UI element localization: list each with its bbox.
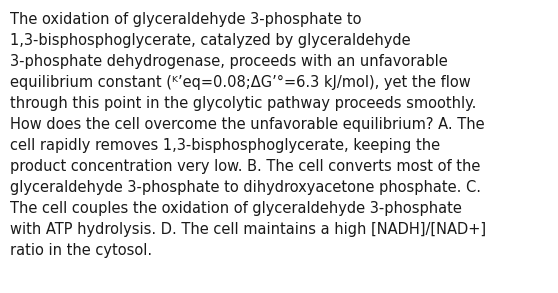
Text: 1,3-bisphosphoglycerate, catalyzed by glyceraldehyde: 1,3-bisphosphoglycerate, catalyzed by gl… — [10, 33, 411, 48]
Text: How does the cell overcome the unfavorable equilibrium? A. The: How does the cell overcome the unfavorab… — [10, 117, 485, 132]
Text: with ATP hydrolysis. D. The cell maintains a high [NADH]/[NAD+]: with ATP hydrolysis. D. The cell maintai… — [10, 222, 486, 237]
Text: ratio in the cytosol.: ratio in the cytosol. — [10, 243, 152, 258]
Text: cell rapidly removes 1,3-bisphosphoglycerate, keeping the: cell rapidly removes 1,3-bisphosphoglyce… — [10, 138, 440, 153]
Text: product concentration very low. B. The cell converts most of the: product concentration very low. B. The c… — [10, 159, 480, 174]
Text: The oxidation of glyceraldehyde 3-phosphate to: The oxidation of glyceraldehyde 3-phosph… — [10, 12, 362, 27]
Text: The cell couples the oxidation of glyceraldehyde 3-phosphate: The cell couples the oxidation of glycer… — [10, 201, 462, 216]
Text: through this point in the glycolytic pathway proceeds smoothly.: through this point in the glycolytic pat… — [10, 96, 477, 111]
Text: glyceraldehyde 3-phosphate to dihydroxyacetone phosphate. C.: glyceraldehyde 3-phosphate to dihydroxya… — [10, 180, 481, 195]
Text: 3-phosphate dehydrogenase, proceeds with an unfavorable: 3-phosphate dehydrogenase, proceeds with… — [10, 54, 448, 69]
Text: equilibrium constant (ᴷ’eq=0.08;ΔG’°=6.3 kJ/mol), yet the flow: equilibrium constant (ᴷ’eq=0.08;ΔG’°=6.3… — [10, 75, 471, 90]
